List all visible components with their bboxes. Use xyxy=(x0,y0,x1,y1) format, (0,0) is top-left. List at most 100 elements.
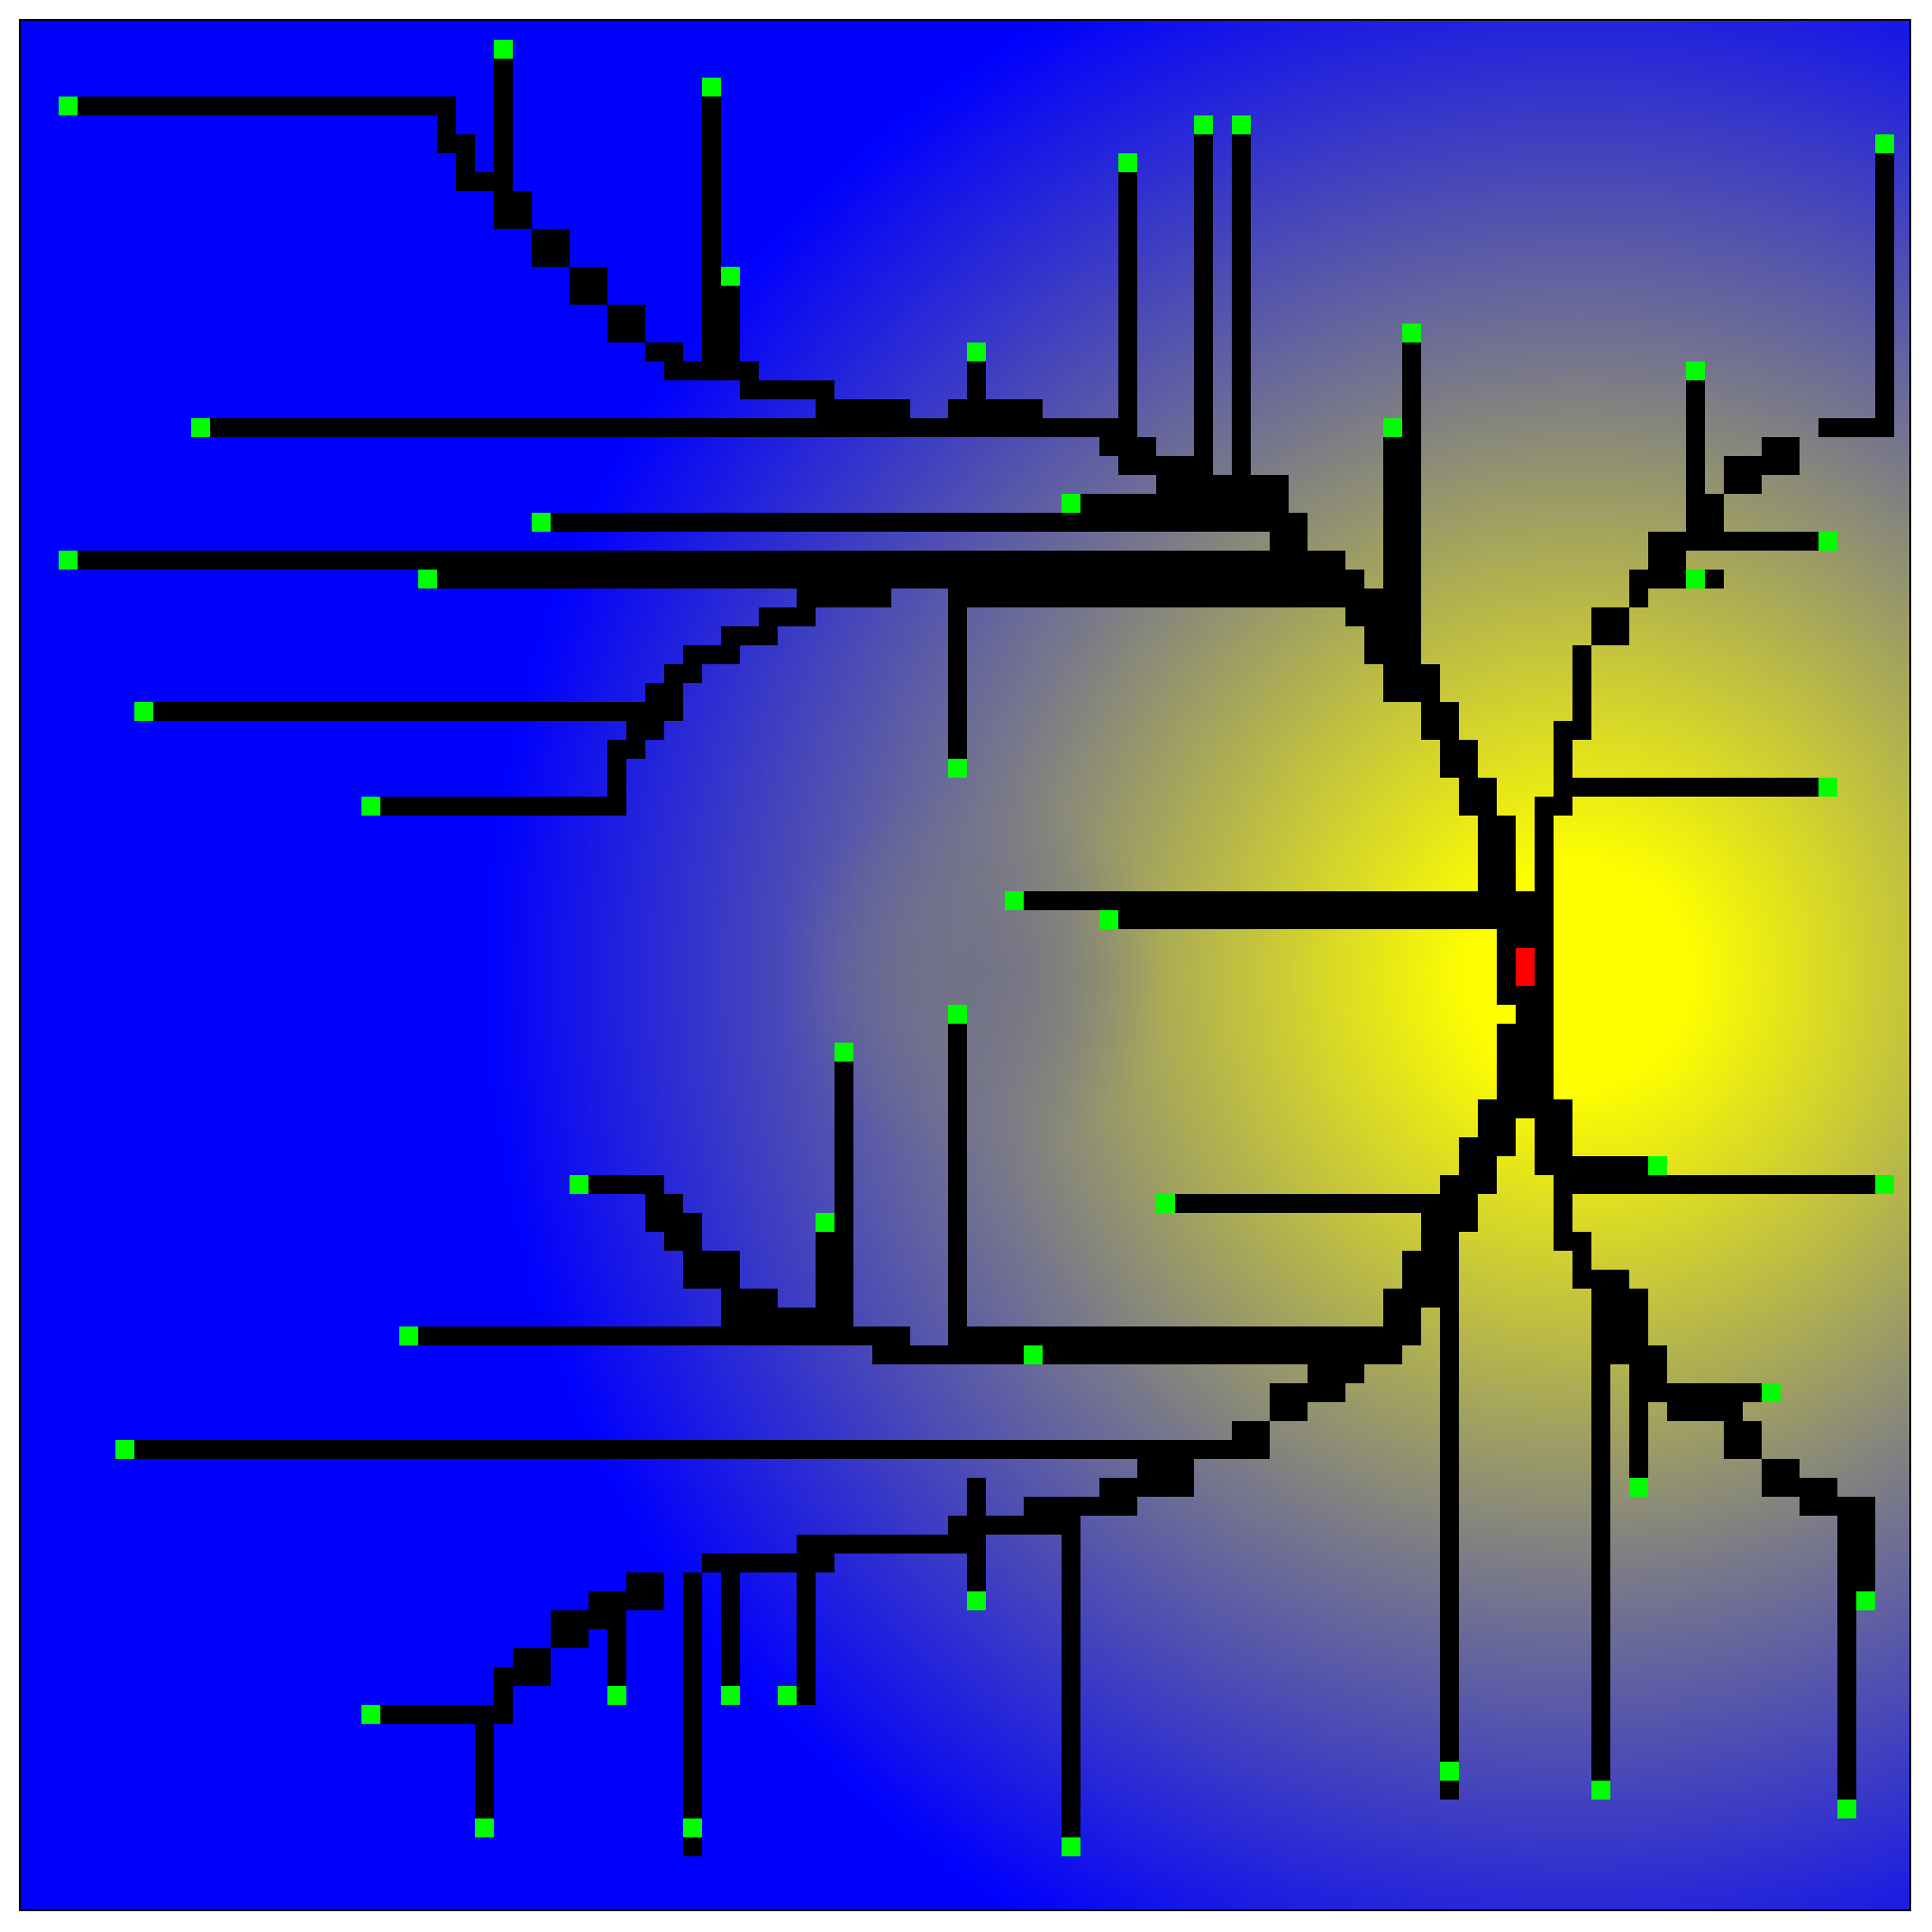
path-segment xyxy=(1478,816,1516,891)
path-segment xyxy=(1118,153,1137,475)
path-segment xyxy=(532,513,1289,532)
path-segment xyxy=(1724,1421,1762,1459)
path-segment xyxy=(645,1194,683,1232)
path-segment xyxy=(1062,1497,1080,1856)
leaf-marker xyxy=(570,1175,588,1194)
path-segment xyxy=(1062,494,1289,513)
leaf-marker xyxy=(361,1705,380,1724)
leaf-marker xyxy=(1818,778,1837,797)
path-segment xyxy=(1364,607,1421,664)
path-segment xyxy=(683,1572,702,1856)
leaf-marker xyxy=(1875,1175,1894,1194)
leaf-marker xyxy=(1024,1345,1043,1364)
path-segment xyxy=(1137,1440,1194,1478)
path-segment xyxy=(967,1478,986,1610)
path-segment xyxy=(948,1326,1383,1345)
path-segment xyxy=(570,267,607,305)
path-segment xyxy=(1156,475,1289,494)
path-segment xyxy=(494,40,513,210)
path-segment xyxy=(1648,1383,1781,1402)
leaf-marker xyxy=(1062,1837,1080,1856)
path-segment xyxy=(1175,1194,1459,1213)
leaf-marker xyxy=(1762,1383,1781,1402)
leaf-marker xyxy=(721,267,740,286)
leaf-marker xyxy=(948,759,967,778)
leaf-marker xyxy=(475,1818,494,1837)
leaf-marker xyxy=(59,97,78,115)
path-segment xyxy=(645,342,683,361)
path-segment xyxy=(191,418,1118,437)
path-segment xyxy=(1421,702,1459,740)
branching-tree xyxy=(59,40,1894,1856)
path-segment xyxy=(1270,1383,1308,1421)
path-segment xyxy=(1875,153,1894,437)
leaf-marker xyxy=(532,513,551,532)
path-segment xyxy=(1591,607,1629,645)
path-segment xyxy=(607,1610,626,1686)
path-segment xyxy=(607,740,645,759)
path-segment xyxy=(1762,1459,1800,1497)
path-segment xyxy=(1837,1497,1856,1818)
leaf-marker xyxy=(115,1440,134,1459)
path-segment xyxy=(1459,778,1497,816)
path-segment xyxy=(721,1554,740,1705)
path-segment xyxy=(948,1005,967,1345)
path-segment xyxy=(1572,645,1591,740)
leaf-marker xyxy=(1837,1800,1856,1818)
path-segment xyxy=(115,1440,1213,1459)
path-segment xyxy=(948,1516,1062,1535)
leaf-marker xyxy=(1856,1591,1875,1610)
path-segment xyxy=(626,721,664,740)
path-segment xyxy=(1118,910,1535,929)
path-segment xyxy=(437,97,456,153)
path-segment xyxy=(1440,1194,1459,1800)
path-segment xyxy=(475,1705,494,1837)
path-segment xyxy=(399,1326,910,1345)
leaf-marker xyxy=(1118,153,1137,172)
path-segment xyxy=(721,626,778,645)
path-segment xyxy=(1554,1175,1894,1194)
path-segment xyxy=(948,399,1043,418)
leaf-marker xyxy=(1591,1781,1610,1800)
leaf-marker xyxy=(494,40,513,59)
leaf-marker xyxy=(1383,418,1402,437)
path-segment xyxy=(1232,115,1251,513)
path-segment xyxy=(532,229,570,267)
path-segment xyxy=(1535,1099,1572,1118)
path-segment xyxy=(683,645,740,664)
leaf-marker xyxy=(361,797,380,816)
root-marker xyxy=(1516,948,1535,986)
leaf-marker xyxy=(1062,494,1080,513)
path-segment xyxy=(1554,721,1572,816)
leaf-marker xyxy=(816,1213,834,1232)
leaf-marker xyxy=(1440,1762,1459,1781)
leaf-marker xyxy=(399,1326,418,1345)
path-segment xyxy=(797,588,891,607)
path-segment xyxy=(626,1572,664,1610)
path-segment xyxy=(1762,437,1800,475)
leaf-marker xyxy=(1099,910,1118,929)
leaf-marker xyxy=(1156,1194,1175,1213)
leaf-marker xyxy=(721,1686,740,1705)
leaf-marker xyxy=(59,551,78,570)
leaf-marker xyxy=(1005,891,1024,910)
path-segment xyxy=(1629,570,1648,607)
path-segment xyxy=(702,78,721,380)
path-segment xyxy=(797,1554,816,1705)
path-segment xyxy=(1554,1194,1572,1251)
path-segment xyxy=(551,1610,588,1648)
leaf-marker xyxy=(1629,1478,1648,1497)
plot-frame xyxy=(19,19,1911,1911)
leaf-marker xyxy=(967,1591,986,1610)
path-segment xyxy=(645,683,683,702)
path-segment xyxy=(59,551,1345,570)
path-segment xyxy=(664,664,702,683)
leaf-marker xyxy=(1686,361,1705,380)
path-segment xyxy=(418,570,1364,588)
path-segment xyxy=(1137,456,1194,475)
leaf-marker xyxy=(683,1818,702,1837)
path-segment xyxy=(1308,1364,1345,1402)
path-segment xyxy=(1554,1156,1648,1175)
path-segment xyxy=(1667,1402,1743,1421)
path-segment xyxy=(1686,380,1705,532)
